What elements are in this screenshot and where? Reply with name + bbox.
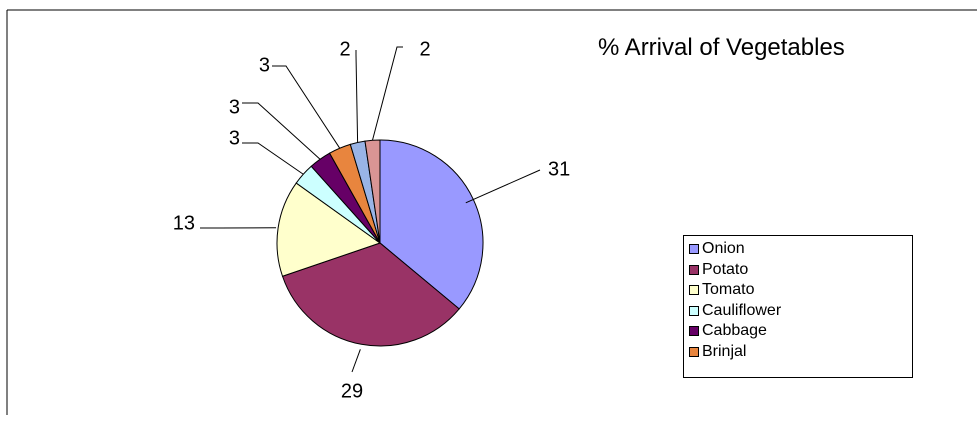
- legend-item: Onion: [689, 239, 912, 260]
- data-label: 2: [419, 38, 430, 60]
- legend: Onion Potato Tomato Cauliflower Cabbage Brinj…: [683, 235, 913, 378]
- legend-item: Cabbage: [689, 321, 912, 342]
- leader-line: [371, 46, 403, 141]
- data-label: 13: [173, 212, 195, 234]
- legend-swatch: [689, 346, 699, 357]
- legend-swatch: [689, 305, 699, 316]
- pie-slice-other-2: [364, 139, 381, 244]
- legend-item: Brinjal: [689, 342, 912, 363]
- data-label: 29: [341, 380, 363, 402]
- pie-slice-potato: [281, 242, 460, 347]
- legend-swatch: [689, 244, 699, 255]
- data-label: 3: [259, 54, 270, 76]
- pie-slice-tomato: [276, 182, 382, 277]
- legend-label: Tomato: [702, 281, 755, 298]
- legend-swatch: [689, 285, 699, 296]
- leader-line: [465, 169, 541, 204]
- data-label: 3: [229, 96, 240, 118]
- data-label: 3: [229, 127, 240, 149]
- leader-line: [242, 102, 321, 160]
- legend-item: Tomato: [689, 280, 912, 301]
- legend-item: Potato: [689, 260, 912, 281]
- leader-line: [272, 65, 341, 149]
- legend-label: Potato: [702, 260, 749, 278]
- legend-item: Cauliflower: [689, 301, 912, 322]
- data-label: 31: [548, 158, 570, 180]
- legend-swatch: [689, 326, 699, 337]
- leader-line: [242, 142, 304, 175]
- leader-line: [355, 50, 359, 143]
- legend-label: Cauliflower: [702, 301, 782, 319]
- chart-title: % Arrival of Vegetables: [598, 34, 845, 61]
- legend-label: Cabbage: [702, 322, 767, 339]
- legend-label: Brinjal: [702, 342, 747, 360]
- legend-swatch: [689, 264, 699, 275]
- leader-line: [351, 349, 361, 373]
- legend-label: Onion: [702, 240, 745, 257]
- data-label: 2: [339, 38, 350, 60]
